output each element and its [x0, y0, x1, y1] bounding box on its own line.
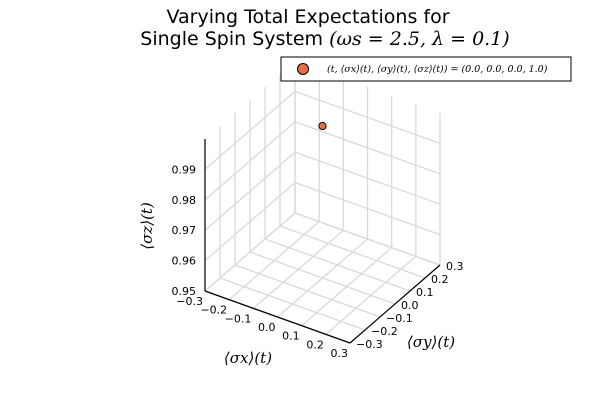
y-tick-label: −0.2: [371, 325, 398, 338]
x-axis-line: [204, 290, 351, 344]
grid-line-z-back: [294, 121, 441, 175]
grid-line-z-side: [204, 151, 296, 231]
x-tick-label: −0.1: [225, 312, 252, 325]
chart-title-line2-params: (ωs = 2.5, λ = 0.1): [329, 28, 510, 50]
x-tick-label: −0.2: [200, 304, 227, 317]
grid-line-z-back: [294, 181, 441, 236]
z-tick-label: 0.98: [172, 194, 197, 207]
chart-title-line2-prefix: Single Spin System: [140, 28, 329, 50]
grid-line-z-back: [294, 212, 441, 266]
x-axis-label: ⟨σx⟩(t): [224, 349, 272, 367]
chart-title-line2: Single Spin System (ωs = 2.5, λ = 0.1): [140, 28, 509, 50]
data-point: [318, 121, 327, 131]
legend-marker: [297, 63, 309, 75]
x-tick-label: 0.2: [306, 338, 324, 351]
y-axis-line: [349, 264, 441, 344]
chart-title-line1: Varying Total Expectations for: [166, 6, 449, 28]
axis-layer: [204, 139, 441, 344]
z-axis-label: ⟨σz⟩(t): [138, 202, 156, 250]
grid-line-z-back: [294, 90, 441, 145]
tick-layer: −0.3−0.2−0.10.00.10.20.3−0.3−0.2−0.10.00…: [172, 163, 464, 360]
y-tick-label: −0.3: [356, 338, 383, 351]
grid-line-z-side: [204, 182, 296, 262]
y-tick-label: 0.0: [401, 299, 419, 312]
grid-line-z-side: [204, 90, 296, 170]
x-tick-label: 0.0: [258, 321, 276, 334]
grid-line-y-floor: [279, 225, 426, 279]
legend-box: [280, 56, 572, 82]
x-tick-label: 0.1: [282, 330, 300, 343]
grid-line-z-side: [204, 212, 296, 292]
grid-line-y-floor: [234, 264, 381, 318]
grid-line-z-back: [294, 151, 441, 205]
grid-line-y-floor: [249, 251, 396, 305]
y-tick-label: 0.3: [446, 260, 464, 273]
z-tick-label: 0.95: [172, 285, 197, 298]
z-tick-label: 0.97: [172, 224, 197, 237]
z-tick-label: 0.99: [172, 163, 197, 176]
grid-line-z-side: [204, 121, 296, 201]
grid-line-y-floor: [219, 277, 366, 331]
x-tick-label: −0.3: [176, 295, 203, 308]
grid-line-y-floor: [264, 238, 411, 292]
legend-entry-label: (t, ⟨σx⟩(t), ⟨σy⟩(t), ⟨σz⟩(t)) = (0.0, 0…: [327, 64, 548, 75]
z-tick-label: 0.96: [172, 255, 197, 268]
y-axis-label: ⟨σy⟩(t): [407, 333, 455, 351]
y-tick-label: −0.1: [386, 312, 413, 325]
point-layer: [318, 121, 327, 131]
y-tick-label: 0.1: [416, 286, 434, 299]
legend: (t, ⟨σx⟩(t), ⟨σy⟩(t), ⟨σz⟩(t)) = (0.0, 0…: [280, 56, 572, 82]
y-tick-label: 0.2: [431, 273, 449, 286]
x-tick-label: 0.3: [331, 347, 349, 360]
